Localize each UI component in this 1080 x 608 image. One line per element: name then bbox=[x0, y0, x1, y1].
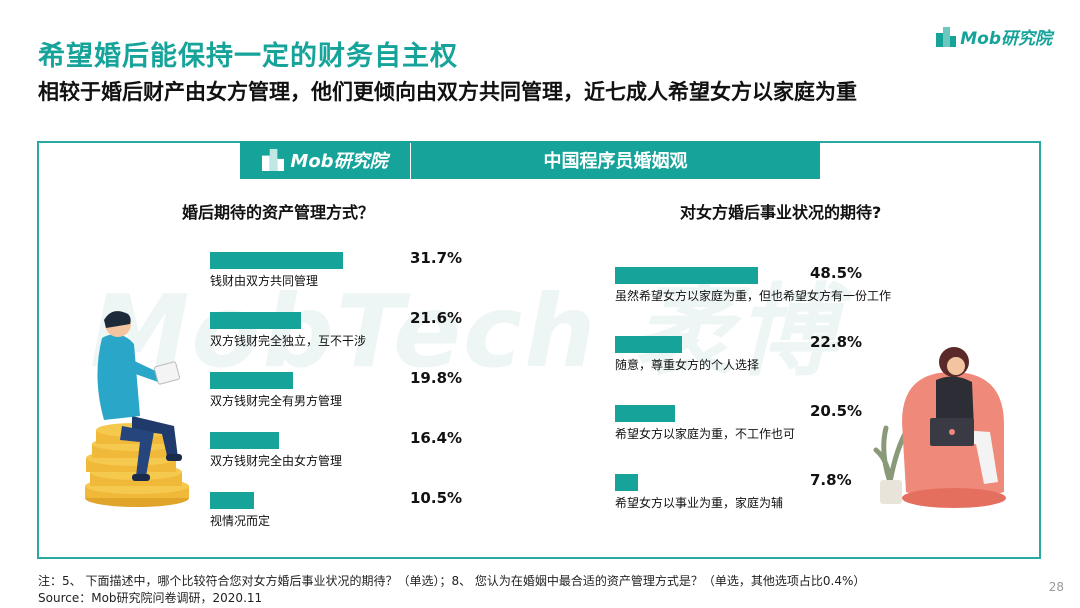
logo-mark-icon bbox=[936, 26, 957, 47]
chart-bar bbox=[210, 492, 255, 509]
chart-value-label: 19.8% bbox=[410, 369, 463, 387]
page-subtitle: 相较于婚后财产由女方管理，他们更倾向由双方共同管理，近七成人希望女方以家庭为重 bbox=[38, 80, 857, 104]
banner-logo: Mob研究院 bbox=[240, 141, 410, 179]
coin-stack-icon bbox=[85, 423, 189, 507]
chart-category-label: 双方钱财完全由女方管理 bbox=[210, 454, 343, 468]
page-number: 28 bbox=[1048, 580, 1064, 594]
page-title: 希望婚后能保持一定的财务自主权 bbox=[38, 41, 458, 72]
man-on-coins-illustration bbox=[85, 311, 189, 507]
chart-bar bbox=[210, 252, 344, 269]
source-note: Source：Mob研究院问卷调研，2020.11 bbox=[38, 591, 263, 605]
watermark: MobTech 袤博 bbox=[90, 273, 839, 390]
logo-text: Mob研究院 bbox=[960, 29, 1052, 49]
chart-category-label: 虽然希望女方以家庭为重，但也希望女方有一份工作 bbox=[615, 289, 892, 303]
chart-category-label: 随意，尊重女方的个人选择 bbox=[615, 358, 760, 372]
chart-bar bbox=[210, 312, 301, 329]
left-chart-title: 婚后期待的资产管理方式？ bbox=[182, 203, 375, 222]
banner-logo-text: Mob研究院 bbox=[290, 151, 388, 172]
chart-bar bbox=[615, 267, 759, 284]
chart-value-label: 22.8% bbox=[810, 333, 863, 351]
woman-figure-icon bbox=[930, 347, 998, 484]
man-figure-icon bbox=[97, 311, 182, 481]
chart-value-label: 16.4% bbox=[410, 429, 463, 447]
chart-bar bbox=[615, 336, 683, 353]
chart-value-label: 7.8% bbox=[810, 471, 852, 489]
banner-title: 中国程序员婚姻观 bbox=[411, 141, 820, 179]
chart-category-label: 双方钱财完全有男方管理 bbox=[210, 394, 343, 408]
chart-value-label: 31.7% bbox=[410, 249, 463, 267]
woman-with-laptop-illustration bbox=[873, 347, 1006, 508]
banner-logo-mark-icon bbox=[262, 149, 285, 171]
chart-value-label: 48.5% bbox=[810, 264, 863, 282]
chart-category-label: 希望女方以家庭为重，不工作也可 bbox=[615, 427, 796, 441]
chart-bar bbox=[210, 372, 294, 389]
chart-category-label: 双方钱财完全独立，互不干涉 bbox=[210, 334, 367, 348]
footnote: 注：5、 下面描述中，哪个比较符合您对女方婚后事业状况的期待？（单选）；8、 您… bbox=[38, 574, 866, 588]
plant-icon bbox=[873, 425, 909, 504]
chart-value-label: 20.5% bbox=[810, 402, 863, 420]
chart-value-label: 21.6% bbox=[410, 309, 463, 327]
chart-bar bbox=[210, 432, 279, 449]
chart-category-label: 希望女方以事业为重，家庭为辅 bbox=[615, 496, 784, 510]
right-chart-title: 对女方婚后事业状况的期待? bbox=[680, 203, 882, 222]
chart-bar bbox=[615, 405, 676, 422]
chart-category-label: 视情况而定 bbox=[210, 514, 271, 528]
chart-bar bbox=[615, 474, 638, 491]
chart-category-label: 钱财由双方共同管理 bbox=[210, 274, 319, 288]
chart-value-label: 10.5% bbox=[410, 489, 463, 507]
brand-logo: Mob研究院 bbox=[936, 24, 1052, 49]
